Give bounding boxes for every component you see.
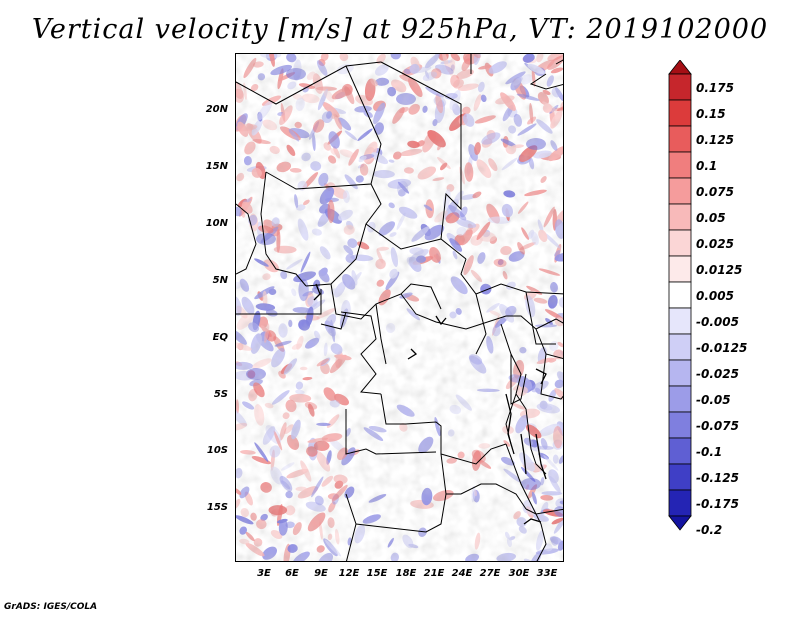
- colorbar-label: -0.075: [696, 419, 739, 433]
- lat-label: 15N: [205, 161, 228, 172]
- lon-label: 18E: [395, 568, 417, 579]
- colorbar-segment: [668, 229, 692, 257]
- lon-label: 9E: [314, 568, 328, 579]
- field-texture: [236, 54, 563, 561]
- colorbar-label: -0.025: [696, 367, 739, 381]
- lon-label: 30E: [508, 568, 530, 579]
- lat-label: 15S: [206, 502, 228, 513]
- lat-label: 5N: [212, 275, 228, 286]
- colorbar-label: -0.2: [696, 523, 723, 537]
- colorbar-label: -0.005: [696, 315, 739, 329]
- lon-label: 3E: [257, 568, 271, 579]
- colorbar-segment: [668, 125, 692, 153]
- lon-label: 24E: [451, 568, 473, 579]
- colorbar-label: -0.1: [696, 445, 723, 459]
- colorbar-label: 0.005: [696, 289, 734, 303]
- colorbar-label: -0.0125: [696, 341, 748, 355]
- colorbar-top-arrow: [668, 60, 692, 75]
- colorbar-label: 0.025: [696, 237, 734, 251]
- velocity-field-map: [236, 54, 563, 561]
- lat-label: 20N: [205, 104, 228, 115]
- colorbar-segment: [668, 99, 692, 127]
- colorbar-segment: [668, 151, 692, 179]
- colorbar-segment: [668, 359, 692, 387]
- lat-label: 10S: [206, 445, 228, 456]
- lat-label: 10N: [205, 218, 228, 229]
- lon-label: 21E: [423, 568, 445, 579]
- lon-label: 12E: [338, 568, 360, 579]
- country-borders: [236, 54, 563, 561]
- colorbar-label: -0.05: [696, 393, 731, 407]
- lon-label: 6E: [285, 568, 299, 579]
- colorbar-label: 0.175: [696, 81, 734, 95]
- colorbar-segment: [668, 73, 692, 101]
- colorbar-segment: [668, 463, 692, 491]
- colorbar-segment: [668, 203, 692, 231]
- colorbar-label: -0.175: [696, 497, 739, 511]
- colorbar-segment: [668, 333, 692, 361]
- map-panel: [235, 53, 564, 562]
- colorbar-segment: [668, 177, 692, 205]
- lon-label: 15E: [366, 568, 388, 579]
- colorbar: [668, 60, 692, 531]
- lakes-coastlines: [313, 283, 547, 525]
- colorbar-segment: [668, 255, 692, 283]
- colorbar-segment: [668, 437, 692, 465]
- lat-label: 5S: [213, 389, 228, 400]
- colorbar-segment: [668, 307, 692, 335]
- footer-credit: GrADS: IGES/COLA: [4, 602, 98, 612]
- lon-label: 33E: [536, 568, 558, 579]
- colorbar-label: 0.125: [696, 133, 734, 147]
- colorbar-label: 0.075: [696, 185, 734, 199]
- lon-label: 27E: [479, 568, 501, 579]
- colorbar-label: 0.15: [696, 107, 726, 121]
- colorbar-label: -0.125: [696, 471, 739, 485]
- lat-label: EQ: [212, 332, 228, 343]
- colorbar-segment: [668, 411, 692, 439]
- colorbar-label: 0.1: [696, 159, 718, 173]
- colorbar-label: 0.0125: [696, 263, 743, 277]
- colorbar-segment: [668, 489, 692, 517]
- colorbar-segment: [668, 281, 692, 309]
- colorbar-bottom-arrow: [668, 515, 692, 531]
- colorbar-segment: [668, 385, 692, 413]
- colorbar-label: 0.05: [696, 211, 726, 225]
- plot-title: Vertical velocity [m/s] at 925hPa, VT: 2…: [31, 14, 769, 45]
